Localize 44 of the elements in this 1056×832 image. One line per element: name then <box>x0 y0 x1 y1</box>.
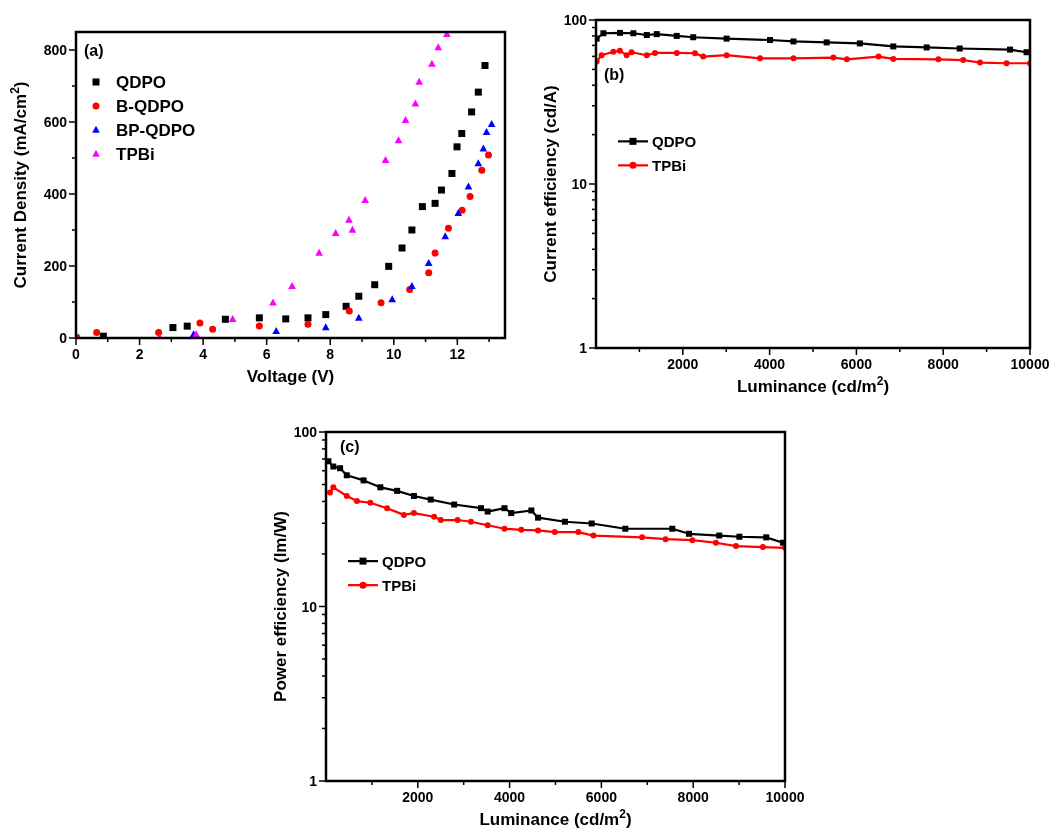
y-tick-label: 800 <box>43 42 68 58</box>
x-axis-title: Luminance (cd/m$^{2}$) <box>479 807 632 829</box>
x-tick-label: 10000 <box>1010 356 1050 372</box>
y-axis-title: Power efficiency (lm/W) <box>271 511 290 702</box>
y-tick-label: 0 <box>59 330 68 346</box>
x-tick-label: 4 <box>199 346 208 362</box>
y-tick-label: 10 <box>301 598 318 615</box>
x-tick-label: 8 <box>326 346 335 362</box>
y-tick-label: 200 <box>43 258 68 274</box>
y-tick-label: 400 <box>43 186 68 202</box>
annotation: (c) <box>340 438 360 455</box>
annotation: (b) <box>604 66 625 83</box>
y-tick-label: 1 <box>579 340 588 356</box>
x-tick-label: 8000 <box>677 789 709 805</box>
legend-label: B-QDPO <box>116 97 184 116</box>
x-axis-title: Voltage (V) <box>246 367 335 386</box>
legend-label: QDPO <box>652 133 697 151</box>
annotation: (a) <box>84 42 104 59</box>
legend-label: TPBi <box>382 577 417 595</box>
x-tick-label: 2000 <box>402 789 434 805</box>
legend-label: TPBi <box>116 145 155 164</box>
y-tick-label: 100 <box>563 12 588 28</box>
y-tick-label: 1 <box>309 773 318 789</box>
x-tick-label: 2 <box>135 346 144 362</box>
x-tick-label: 10 <box>385 346 402 362</box>
y-tick-label: 100 <box>293 424 318 440</box>
legend-label: QDPO <box>116 73 167 92</box>
y-tick-label: 10 <box>571 176 588 192</box>
x-tick-label: 2000 <box>667 356 699 372</box>
x-tick-label: 0 <box>72 346 81 362</box>
x-tick-label: 6000 <box>585 789 618 805</box>
x-axis-title: Luminance (cd/m$^{2}$) <box>736 374 890 396</box>
x-tick-label: 6 <box>262 346 271 362</box>
x-tick-label: 4000 <box>754 356 786 372</box>
legend-label: TPBi <box>652 157 687 175</box>
x-tick-label: 12 <box>449 346 466 362</box>
y-axis-title: Current efficiency (cd/A) <box>541 85 560 283</box>
x-tick-label: 4000 <box>494 789 526 805</box>
legend-label: QDPO <box>382 553 427 571</box>
x-tick-label: 10000 <box>765 789 805 805</box>
x-tick-label: 8000 <box>927 356 959 372</box>
x-tick-label: 6000 <box>840 356 873 372</box>
legend-label: BP-QDPO <box>116 121 196 140</box>
y-tick-label: 600 <box>43 114 68 130</box>
